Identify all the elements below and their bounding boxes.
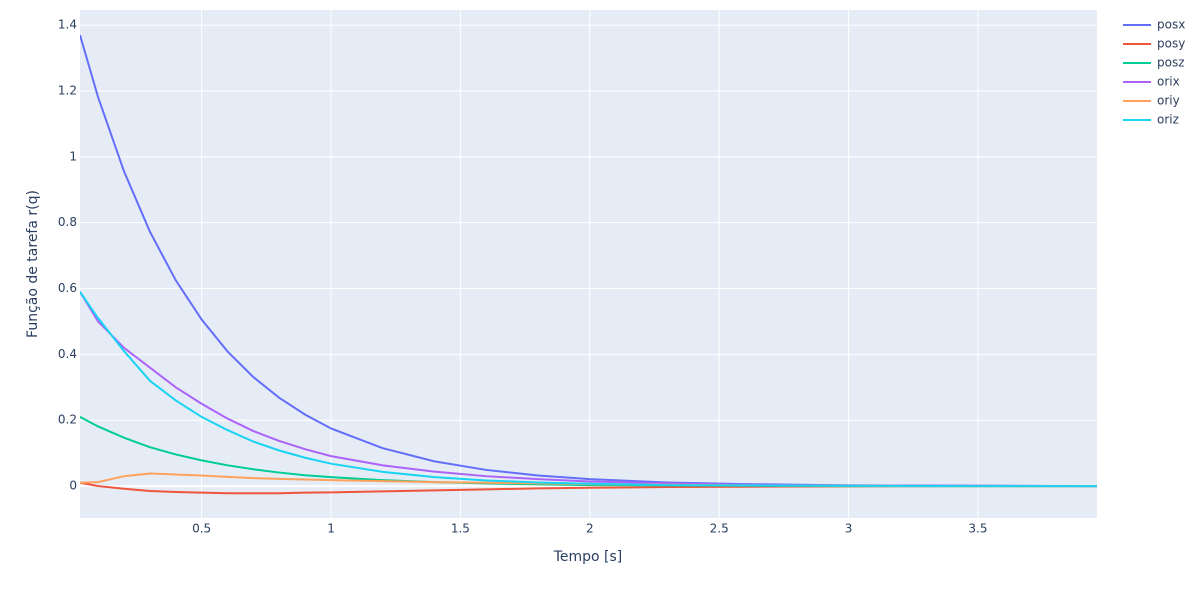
y-tick-label: 0.2 [58, 413, 77, 427]
y-tick-label: 0.8 [58, 215, 77, 229]
legend-label: posy [1157, 37, 1185, 51]
y-tick-label: 0 [69, 479, 77, 493]
x-tick-label: 2 [586, 522, 594, 536]
y-tick-label: 0.6 [58, 281, 77, 295]
x-tick-label: 0.5 [192, 522, 211, 536]
x-tick-label: 1.5 [451, 522, 470, 536]
legend-label: oriz [1157, 113, 1179, 127]
x-axis-title: Tempo [s] [553, 549, 623, 565]
x-tick-label: 3.5 [968, 522, 987, 536]
plot-area [80, 10, 1097, 518]
legend-label: orix [1157, 75, 1180, 89]
y-tick-label: 1.4 [58, 18, 77, 32]
legend-label: posx [1157, 18, 1185, 32]
series-line [80, 481, 1097, 495]
y-tick-label: 1.2 [58, 83, 77, 97]
y-tick-label: 0.4 [58, 347, 77, 361]
x-tick-label: 1 [327, 522, 335, 536]
y-tick-label: 1 [69, 149, 77, 163]
y-axis-title: Função de tarefa r(q) [25, 190, 41, 338]
x-tick-label: 3 [845, 522, 853, 536]
x-tick-label: 2.5 [710, 522, 729, 536]
legend-label: posz [1157, 56, 1185, 70]
series-line [80, 291, 1097, 488]
legend-label: oriy [1157, 94, 1180, 108]
